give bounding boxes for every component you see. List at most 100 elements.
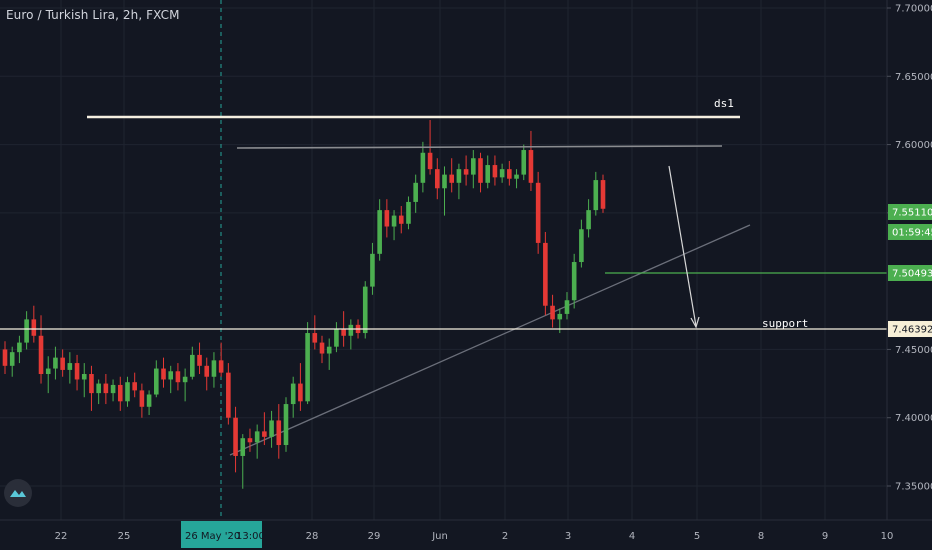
candle-body (81, 374, 87, 380)
candle-body (478, 158, 483, 183)
candle-body (334, 328, 339, 347)
time-tick-label: 9 (822, 531, 828, 542)
price-tick-label: 7.35000 (895, 482, 932, 493)
candle-body (298, 383, 303, 402)
candle-body (2, 349, 8, 366)
candle-body (269, 420, 274, 437)
candle-body (211, 360, 217, 377)
level-price-label: 7.50493 (892, 269, 932, 280)
candle-body (557, 313, 563, 320)
time-tick-label: 29 (368, 531, 381, 542)
trendline[interactable] (229, 224, 751, 456)
candle-body (168, 371, 174, 380)
candle-body (182, 376, 188, 383)
candle-body (406, 201, 411, 224)
candle-body (290, 383, 296, 405)
tradingview-logo-icon[interactable] (4, 479, 32, 507)
candle-body (154, 368, 159, 395)
price-tick-label: 7.40000 (895, 413, 932, 424)
last-price-label: 7.55110 (892, 208, 932, 219)
candle-body (579, 229, 584, 263)
price-tick-label: 7.65000 (895, 72, 932, 83)
candle-body (31, 319, 37, 336)
candle-body (38, 335, 44, 375)
time-tick-label: 3 (565, 531, 571, 542)
candle-body (391, 215, 397, 227)
time-tick-label: 22 (55, 531, 68, 542)
candle-body (499, 169, 505, 178)
candle-body (564, 300, 570, 314)
candle-body (110, 384, 116, 394)
candle-body (471, 158, 476, 175)
time-tick-label: 28 (306, 531, 319, 542)
candle-body (197, 354, 202, 366)
candle-body (74, 363, 80, 380)
candle-body (24, 319, 29, 343)
chart-grid (0, 0, 888, 520)
time-tick-label: 5 (694, 531, 700, 542)
candle-body (146, 394, 152, 407)
candle-body (535, 182, 541, 243)
candle-body (132, 382, 137, 391)
time-tick-label: Jun (431, 531, 448, 542)
candle-body (125, 382, 130, 402)
candle-body (305, 333, 310, 402)
time-tick-label: 8 (758, 531, 764, 542)
countdown-label-bg (888, 224, 932, 240)
candle-body (89, 374, 94, 394)
candle-body (485, 165, 491, 183)
candle-body (571, 262, 577, 301)
candle-body (139, 390, 145, 407)
candle-body (96, 383, 101, 394)
candle-body (226, 372, 231, 418)
candle-body (326, 346, 332, 354)
price-tick-label: 7.60000 (895, 140, 932, 151)
candle-body (204, 365, 210, 377)
candle-body (348, 324, 354, 336)
price-axis[interactable]: 7.700007.650007.600007.550007.450007.400… (0, 0, 932, 521)
candle-body (586, 210, 591, 230)
candle-body (600, 180, 606, 209)
candle-body (175, 371, 181, 383)
candlestick-series (2, 119, 606, 489)
candle-body (377, 210, 382, 254)
candle-body (434, 169, 440, 189)
candle-body (463, 169, 469, 175)
time-tick-label: 2 (502, 531, 508, 542)
candle-body (514, 174, 519, 179)
candle-body (427, 152, 433, 170)
symbol-title[interactable]: Euro / Turkish Lira, 2h, FXCM (6, 8, 180, 22)
candle-body (117, 384, 123, 402)
candle-body (161, 368, 166, 380)
candle-body (60, 357, 65, 370)
time-tick-label: 25 (118, 531, 131, 542)
candle-body (190, 354, 195, 377)
chart-drawings[interactable] (229, 224, 751, 456)
chart-annotations[interactable]: ds1 support (0, 97, 887, 330)
price-tick-label: 7.70000 (895, 4, 932, 15)
candle-body (312, 333, 318, 343)
candle-body (17, 342, 22, 353)
candle-body (456, 169, 462, 183)
candle-body (413, 182, 418, 202)
candle-body (550, 305, 555, 320)
candle-body (247, 438, 253, 443)
ds1-label: ds1 (714, 97, 734, 110)
resistance-line[interactable] (236, 145, 723, 149)
down-arrow-head (690, 316, 700, 329)
crosshair-date-label: 26 May '20 (185, 531, 240, 542)
down-arrow[interactable] (668, 165, 697, 327)
candle-body (442, 174, 447, 189)
support-price-label: 7.46392 (892, 325, 932, 336)
candle-body (67, 363, 73, 370)
candle-body (370, 253, 375, 287)
candle-body (420, 152, 426, 183)
price-tick-label: 7.45000 (895, 345, 932, 356)
candle-body (528, 150, 534, 183)
candle-body (254, 431, 260, 443)
candle-body (492, 165, 498, 178)
candle-body (218, 360, 224, 373)
candle-body (262, 431, 267, 437)
